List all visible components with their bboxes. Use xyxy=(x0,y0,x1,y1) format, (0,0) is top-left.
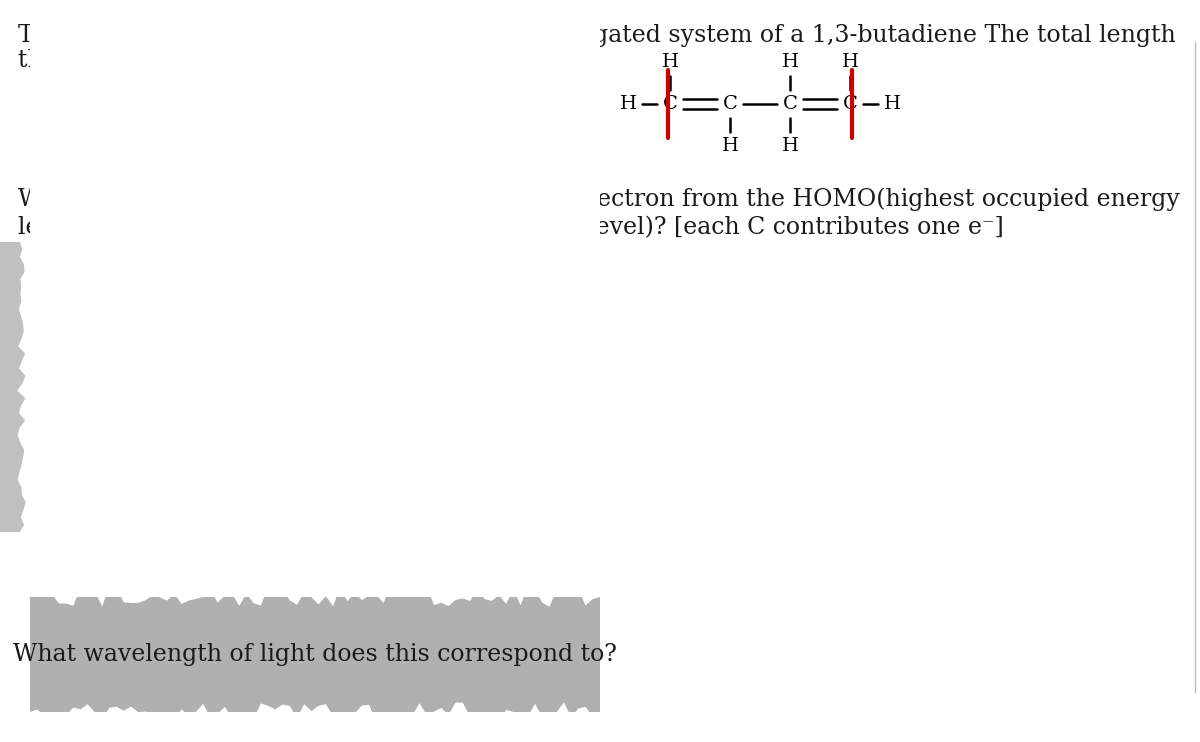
Text: C: C xyxy=(662,95,678,113)
Text: What wavelength of light does this correspond to?: What wavelength of light does this corre… xyxy=(13,643,617,666)
Text: H: H xyxy=(883,95,900,113)
Text: H: H xyxy=(661,53,678,71)
Text: level) to the LUMO(highest unoccupied energy level)? [each C contributes one e⁻]: level) to the LUMO(highest unoccupied en… xyxy=(18,215,1003,238)
Text: The π-electrons can flow freely across the conjugated system of a 1,3-butadiene : The π-electrons can flow freely across t… xyxy=(18,24,1176,47)
Text: C: C xyxy=(722,95,738,113)
Text: C: C xyxy=(782,95,798,113)
Text: What is the energy (J) required to promote an electron from the HOMO(highest occ: What is the energy (J) required to promo… xyxy=(18,187,1180,211)
FancyBboxPatch shape xyxy=(30,597,600,712)
Text: H: H xyxy=(619,95,636,113)
Polygon shape xyxy=(30,702,600,742)
Text: H: H xyxy=(781,137,798,155)
Text: H: H xyxy=(781,53,798,71)
Text: H: H xyxy=(721,137,738,155)
Text: C: C xyxy=(842,95,858,113)
Polygon shape xyxy=(0,242,26,532)
Text: H: H xyxy=(841,53,858,71)
Polygon shape xyxy=(30,0,600,607)
Text: that the π-electrons can travel is 1.47 Å.: that the π-electrons can travel is 1.47 … xyxy=(18,49,502,72)
